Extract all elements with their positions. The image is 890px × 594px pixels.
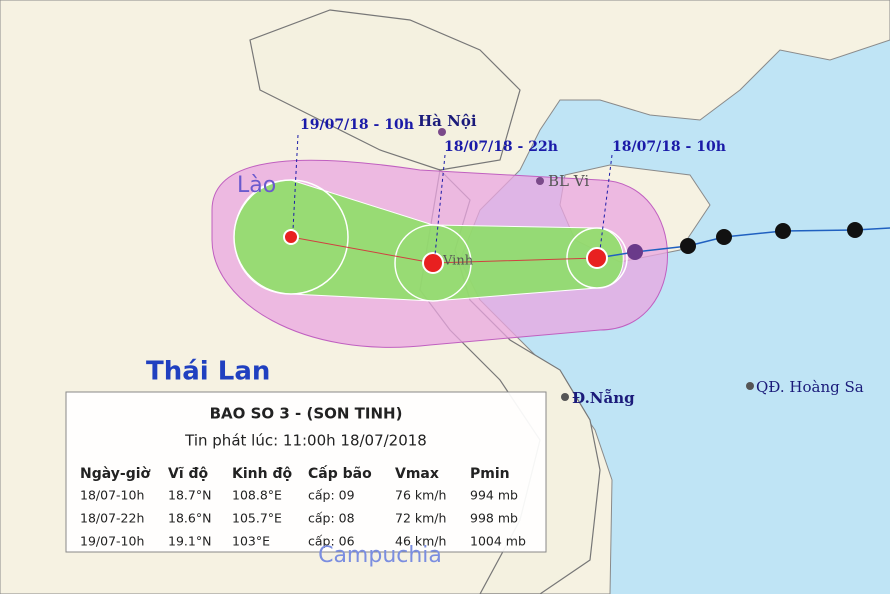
forecast-time: 18/07/18 - 10h	[612, 139, 726, 155]
info-title: BAO SO 3 - (SON TINH)	[210, 405, 403, 423]
table-header: Cấp bão	[308, 465, 372, 482]
country-label: Thái Lan	[146, 357, 270, 387]
table-cell: 998 mb	[470, 511, 518, 526]
city-label: Đ.Nẵng	[572, 388, 635, 407]
country-label: Campuchia	[318, 543, 442, 568]
table-cell: 18/07-22h	[80, 511, 144, 526]
wind-radius	[233, 179, 349, 295]
storm-position	[847, 222, 863, 238]
forecast-position	[422, 252, 444, 274]
table-cell: 18/07-10h	[80, 488, 144, 503]
table-cell: 46 km/h	[395, 534, 446, 549]
city-label: BL Vi	[548, 172, 589, 190]
storm-position	[627, 244, 643, 260]
table-cell: 1004 mb	[470, 534, 526, 549]
table-cell: 19.1°N	[168, 534, 211, 549]
table-cell: 72 km/h	[395, 511, 446, 526]
storm-position	[716, 229, 732, 245]
table-cell: 18.6°N	[168, 511, 211, 526]
table-header: Pmin	[470, 466, 510, 482]
forecast-position	[586, 247, 608, 269]
table-cell: cấp: 06	[308, 534, 355, 549]
table-cell: 76 km/h	[395, 488, 446, 503]
info-table: Ngày-giờ Vĩ độ Kinh độ Cấp bão Vmax Pmin 18/07…	[80, 465, 526, 549]
table-cell: 105.7°E	[232, 511, 282, 526]
storm-position	[775, 223, 791, 239]
table-header: Ngày-giờ	[80, 466, 151, 482]
table-cell: 19/07-10h	[80, 534, 144, 549]
table-header: Vĩ độ	[168, 466, 209, 482]
storm-position	[680, 238, 696, 254]
country-label: Lào	[237, 173, 276, 198]
info-issued: Tin phát lúc: 11:00h 18/07/2018	[184, 432, 427, 450]
forecast-positions	[283, 229, 608, 274]
city-dot	[561, 393, 569, 401]
time-leaders	[292, 134, 613, 256]
table-cell: 994 mb	[470, 488, 518, 503]
city-label: Vinh	[442, 254, 474, 269]
forecast-time: 18/07/18 - 22h	[444, 139, 558, 155]
north-vietnam	[249, 9, 521, 171]
island-dot	[746, 382, 754, 390]
leader-line	[292, 134, 299, 231]
city-dot	[536, 177, 544, 185]
table-cell: 108.8°E	[232, 488, 282, 503]
leader-line	[599, 154, 613, 251]
table-cell: 103°E	[232, 534, 270, 549]
past-positions	[627, 222, 863, 260]
city-label: Hà Nội	[418, 112, 477, 130]
table-header: Vmax	[395, 466, 439, 482]
table-cell: cấp: 09	[308, 488, 355, 503]
wind-radius	[566, 227, 628, 289]
forecast-time: 19/07/18 - 10h	[300, 117, 414, 133]
city-dot	[438, 128, 446, 136]
island-label: QĐ. Hoàng Sa	[756, 378, 864, 396]
table-cell: 18.7°N	[168, 488, 211, 503]
forecast-position	[283, 229, 299, 245]
table-cell: cấp: 08	[308, 511, 355, 526]
leader-line	[434, 154, 446, 256]
info-box	[65, 391, 547, 553]
table-header: Kinh độ	[232, 466, 292, 482]
wind-radius	[394, 224, 472, 302]
